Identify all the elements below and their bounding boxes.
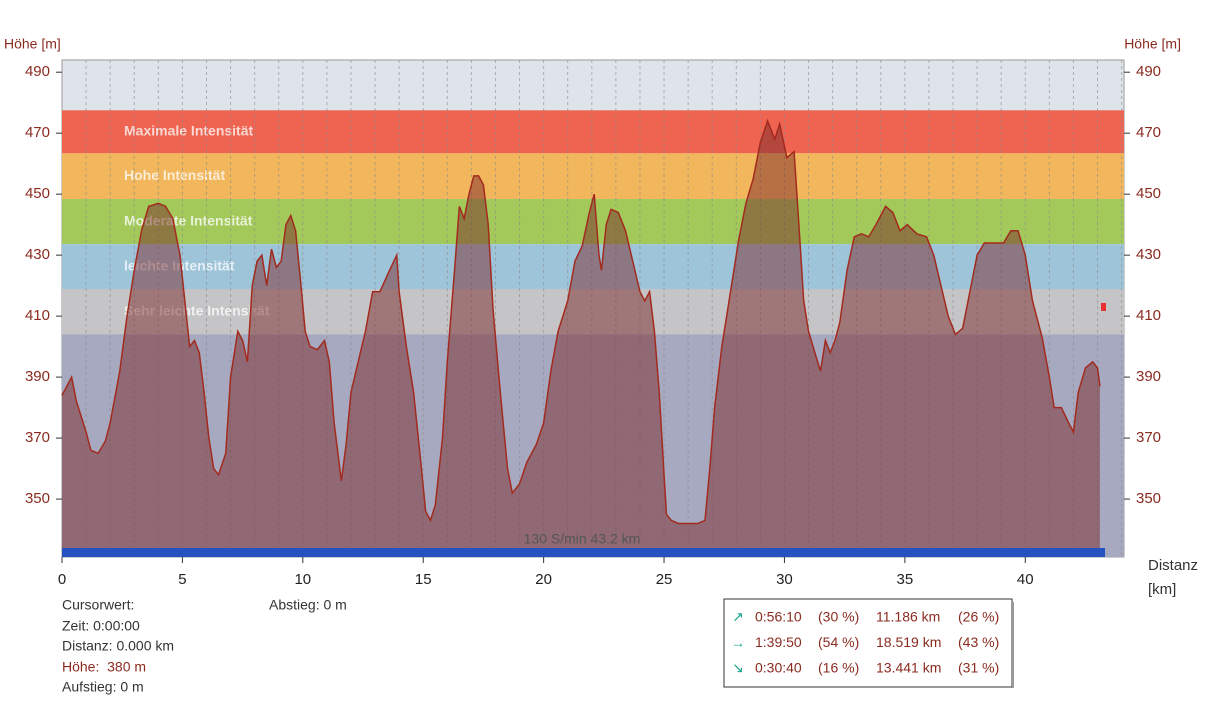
stats-cell: (26 %) bbox=[958, 609, 999, 625]
intensity-band bbox=[62, 110, 1124, 154]
x-tick-label: 0 bbox=[58, 571, 66, 588]
stats-cell: 13.441 km bbox=[876, 660, 941, 676]
stats-cell: 0:56:10 bbox=[755, 609, 802, 625]
flat-icon: → bbox=[731, 635, 745, 651]
info-title: Cursorwert: bbox=[62, 597, 134, 613]
y-tick-label: 490 bbox=[25, 63, 50, 80]
info-ascent: Aufstieg: 0 m bbox=[62, 679, 144, 695]
y2-tick-label: 430 bbox=[1136, 246, 1161, 263]
y-tick-label: 410 bbox=[25, 307, 50, 324]
info-height: Höhe: 380 m bbox=[62, 659, 146, 675]
down-icon: ↘ bbox=[732, 660, 744, 676]
x-tick-label: 10 bbox=[294, 571, 311, 588]
elevation-line bbox=[61, 118, 1101, 525]
stats-cell: 18.519 km bbox=[876, 634, 941, 650]
stats-box bbox=[723, 598, 1013, 688]
y2-axis-label: Höhe [m] bbox=[1124, 36, 1181, 52]
stats-cell: 0:30:40 bbox=[755, 660, 802, 676]
x-axis-unit: [km] bbox=[1148, 581, 1176, 598]
x-tick-label: 15 bbox=[415, 571, 432, 588]
x-axis-label: Distanz bbox=[1148, 557, 1198, 574]
x-tick-label: 5 bbox=[178, 571, 186, 588]
y2-tick-label: 350 bbox=[1136, 490, 1161, 507]
stats-cell: 1:39:50 bbox=[755, 634, 802, 650]
bar-annotation: 130 S/min 43.2 km bbox=[524, 531, 641, 547]
stats-cell: (43 %) bbox=[958, 634, 999, 650]
x-tick-label: 35 bbox=[897, 571, 914, 588]
x-tick-label: 25 bbox=[656, 571, 673, 588]
stats-cell: 11.186 km bbox=[876, 609, 940, 625]
info-time: Zeit: 0:00:00 bbox=[62, 618, 140, 634]
cadence-bar bbox=[62, 548, 1105, 557]
info-distance: Distanz: 0.000 km bbox=[62, 638, 174, 654]
y-axis-label: Höhe [m] bbox=[4, 36, 61, 52]
x-tick-label: 20 bbox=[535, 571, 552, 588]
up-icon: ↗ bbox=[732, 609, 744, 625]
y-tick-label: 370 bbox=[25, 429, 50, 446]
stats-cell: (16 %) bbox=[818, 660, 859, 676]
stats-cell: (54 %) bbox=[818, 634, 859, 650]
y2-tick-label: 410 bbox=[1136, 307, 1161, 324]
band-label: Maximale Intensität bbox=[124, 123, 253, 139]
y-tick-label: 470 bbox=[25, 124, 50, 141]
x-tick-label: 30 bbox=[776, 571, 793, 588]
y2-tick-label: 490 bbox=[1136, 63, 1161, 80]
intensity-band bbox=[62, 153, 1124, 200]
band-label: Hohe Intensität bbox=[124, 167, 225, 183]
y-tick-label: 430 bbox=[25, 246, 50, 263]
y2-tick-label: 470 bbox=[1136, 124, 1161, 141]
elevation-area bbox=[62, 120, 1100, 557]
y-tick-label: 450 bbox=[25, 185, 50, 202]
y2-tick-label: 390 bbox=[1136, 368, 1161, 385]
stats-cell: (31 %) bbox=[958, 660, 999, 676]
y2-tick-label: 450 bbox=[1136, 185, 1161, 202]
y-tick-label: 390 bbox=[25, 368, 50, 385]
stats-cell: (30 %) bbox=[818, 609, 859, 625]
y-tick-label: 350 bbox=[25, 490, 50, 507]
y2-tick-label: 370 bbox=[1136, 429, 1161, 446]
marker bbox=[1101, 303, 1106, 311]
info-descent: Abstieg: 0 m bbox=[269, 597, 347, 613]
x-tick-label: 40 bbox=[1017, 571, 1034, 588]
